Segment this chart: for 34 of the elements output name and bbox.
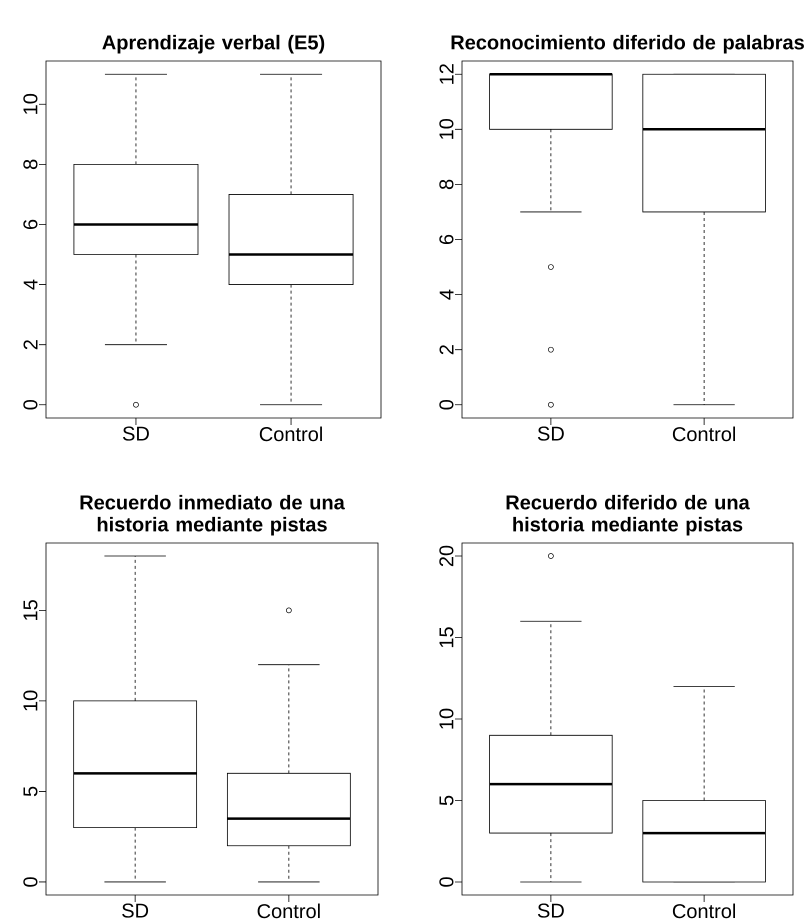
chart-title: Aprendizaje verbal (E5) bbox=[102, 34, 324, 54]
y-tick-label: 0 bbox=[23, 400, 38, 410]
chart-title: Recuerdo inmediato de una historia mediante pistas bbox=[80, 494, 345, 536]
x-tick-label: SD bbox=[538, 904, 564, 918]
y-tick-label: 0 bbox=[439, 400, 454, 410]
x-tick-label: Control bbox=[672, 426, 736, 442]
y-tick-label: 4 bbox=[440, 290, 454, 300]
x-tick-label: SD bbox=[538, 426, 564, 441]
y-tick-label: 20 bbox=[439, 546, 454, 566]
x-tick-label: Control bbox=[260, 426, 322, 442]
y-tick-label: 0 bbox=[23, 877, 38, 887]
y-tick-label: 6 bbox=[439, 234, 454, 244]
chart-title: Recuerdo diferido de una historia mediante pistas bbox=[506, 494, 750, 536]
y-tick-label: 2 bbox=[440, 345, 454, 354]
y-tick-label: 15 bbox=[24, 600, 38, 620]
y-tick-label: 10 bbox=[439, 708, 454, 729]
x-tick-label: Control bbox=[258, 904, 320, 918]
y-tick-label: 12 bbox=[440, 64, 454, 84]
y-tick-label: 8 bbox=[439, 180, 454, 190]
y-tick-label: 2 bbox=[24, 340, 38, 350]
y-tick-label: 8 bbox=[23, 160, 38, 170]
y-tick-label: 0 bbox=[439, 877, 454, 887]
y-tick-label: 10 bbox=[439, 118, 454, 139]
y-tick-label: 4 bbox=[24, 280, 38, 290]
y-tick-label: 10 bbox=[23, 690, 38, 710]
x-tick-label: SD bbox=[123, 426, 149, 441]
y-tick-label: 6 bbox=[23, 220, 38, 230]
y-tick-label: 15 bbox=[440, 627, 454, 648]
y-tick-label: 10 bbox=[23, 94, 38, 114]
y-tick-label: 5 bbox=[440, 796, 454, 806]
y-tick-label: 5 bbox=[24, 786, 38, 796]
x-tick-label: SD bbox=[122, 904, 148, 918]
x-tick-label: Control bbox=[672, 904, 736, 918]
chart-title: Reconocimiento diferido de palabras bbox=[452, 34, 804, 54]
